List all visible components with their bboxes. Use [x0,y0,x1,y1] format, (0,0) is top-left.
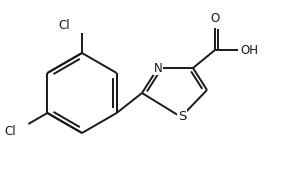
Text: Cl: Cl [58,19,70,32]
Text: Cl: Cl [5,125,16,138]
Text: O: O [210,12,220,25]
Text: N: N [154,62,162,75]
Text: OH: OH [240,43,258,56]
Text: S: S [178,111,186,124]
